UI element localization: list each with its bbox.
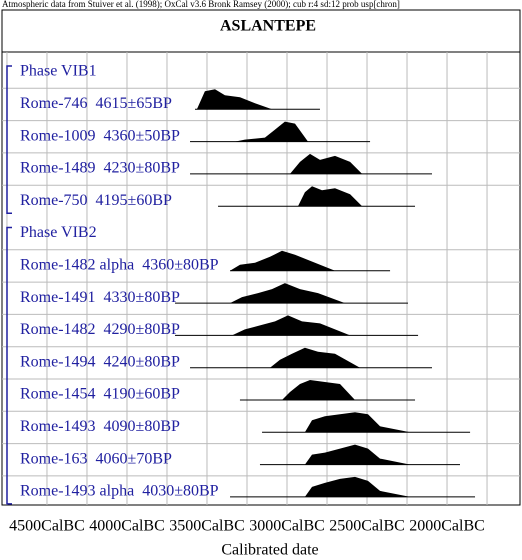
sample-label: Rome-1489 4230±80BP	[20, 160, 180, 177]
probability-distribution	[196, 89, 272, 110]
phase-bracket	[6, 226, 12, 505]
grid	[6, 52, 488, 505]
sample-label: Rome-1454 4190±60BP	[20, 386, 180, 403]
probability-distribution	[304, 444, 411, 465]
sample-label: Rome-1493 alpha 4030±80BP	[20, 483, 219, 500]
probability-distribution	[304, 476, 411, 497]
probability-distribution	[230, 283, 345, 304]
probability-distribution	[304, 412, 411, 433]
sample-label: Rome-1493 4090±80BP	[20, 418, 180, 435]
sample-label: Rome-750 4195±60BP	[20, 192, 172, 209]
frame	[1, 9, 521, 506]
x-tick-label: 4500CalBC	[9, 518, 85, 535]
x-tick-label: 3000CalBC	[249, 518, 325, 535]
phase-bracket	[6, 65, 12, 214]
probability-distribution	[298, 186, 363, 207]
sample-label: Rome-1009 4360±50BP	[20, 127, 180, 144]
chart-title: ASLANTEPE	[220, 18, 316, 35]
x-tick-label: 4000CalBC	[89, 518, 165, 535]
probability-distribution	[232, 315, 351, 336]
probability-distribution	[270, 347, 360, 368]
x-tick-label: 3500CalBC	[169, 518, 245, 535]
sample-label: Rome-1494 4240±80BP	[20, 353, 180, 370]
x-tick-label: 2500CalBC	[329, 518, 405, 535]
probability-distribution	[230, 250, 335, 271]
sample-label: Rome-1482 alpha 4360±80BP	[20, 256, 219, 273]
probability-distribution	[235, 121, 308, 142]
sample-label: Rome-163 4060±70BP	[20, 450, 172, 467]
phase-label: Phase VIB1	[20, 63, 97, 80]
phase-label: Phase VIB2	[20, 224, 97, 241]
probability-distribution	[282, 380, 355, 400]
probability-distribution	[290, 153, 363, 174]
x-axis-label: Calibrated date	[221, 542, 318, 559]
sample-label: Rome-746 4615±65BP	[20, 95, 172, 112]
sample-label: Rome-1482 4290±80BP	[20, 321, 180, 338]
sample-label: Rome-1491 4330±80BP	[20, 289, 180, 306]
header-note: Atmospheric data from Stuiver et al. (19…	[2, 0, 400, 9]
x-tick-label: 2000CalBC	[409, 518, 485, 535]
